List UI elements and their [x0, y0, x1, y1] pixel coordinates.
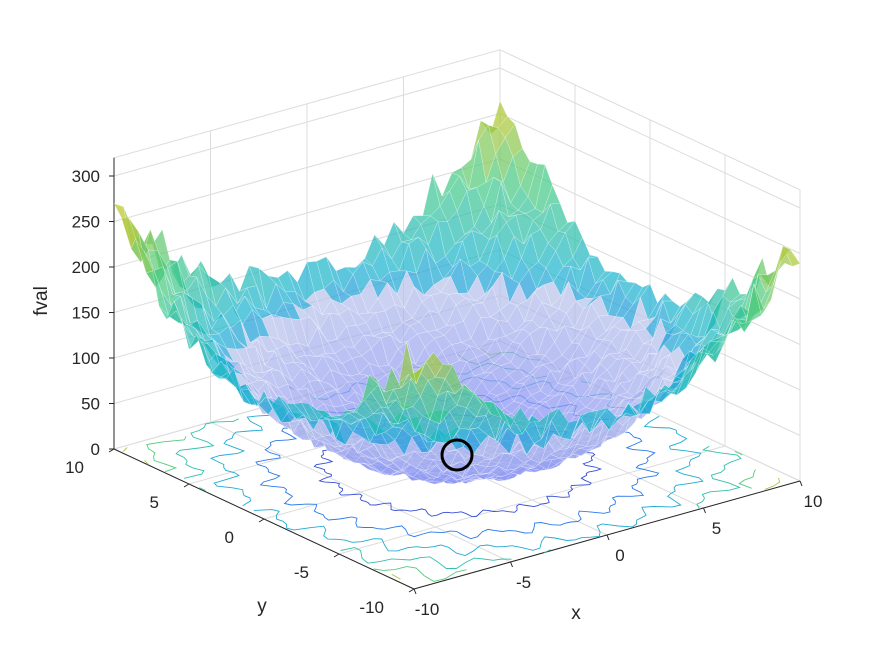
grid-line-ywall-z	[499, 113, 801, 254]
z-tick-label: 50	[81, 395, 100, 414]
x-tick-label: 0	[615, 546, 624, 565]
axes	[108, 157, 803, 595]
y-tick-label: 5	[150, 493, 159, 512]
surface-mesh	[113, 100, 801, 485]
x-tick-label: -5	[516, 573, 531, 592]
grid-line-ywall-z	[499, 67, 801, 209]
minimum-circle-marker	[440, 438, 474, 472]
x-axis-label: x	[571, 603, 581, 624]
minimum-marker	[440, 438, 474, 472]
grid-line-xwall-z	[113, 113, 501, 222]
x-tick-mark	[703, 507, 706, 514]
z-tick-label: 250	[72, 213, 100, 232]
grid-line-ywall-z	[499, 49, 801, 191]
x-tick-label: 5	[712, 519, 721, 538]
grid-line-xwall-z	[113, 67, 501, 177]
y-tick-mark	[408, 588, 415, 593]
y-tick-label: -10	[359, 598, 384, 617]
z-tick-label: 150	[72, 304, 100, 323]
x-tick-label: -10	[415, 600, 440, 619]
y-tick-mark	[183, 483, 190, 488]
x-tick-mark	[799, 480, 803, 487]
y-tick-mark	[258, 518, 265, 523]
z-tick-label: 200	[72, 258, 100, 277]
y-axis-label: y	[257, 596, 267, 617]
x-tick-mark	[510, 561, 513, 568]
surface-patch	[406, 341, 425, 385]
z-axis-label: fval	[31, 286, 52, 316]
grid-line-floor-y	[338, 445, 726, 555]
z-tick-label: 0	[91, 440, 100, 459]
x-tick-mark	[606, 534, 610, 541]
z-tick-label: 100	[72, 349, 100, 368]
z-tick-label: 300	[72, 167, 100, 186]
grid-line-xwall-z	[113, 158, 501, 268]
x-tick-label: 10	[804, 492, 823, 511]
grid-line-xwall-z	[113, 49, 501, 159]
y-tick-mark	[333, 553, 340, 558]
y-tick-label: 0	[225, 528, 234, 547]
y-tick-label: 10	[65, 458, 84, 477]
y-tick-label: -5	[294, 563, 309, 582]
x-tick-mark	[413, 588, 417, 595]
